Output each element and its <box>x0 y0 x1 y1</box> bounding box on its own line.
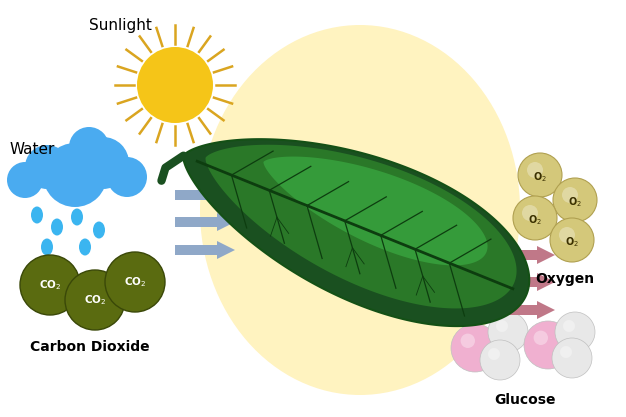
Circle shape <box>550 218 594 262</box>
Circle shape <box>25 145 69 189</box>
FancyArrow shape <box>490 301 555 319</box>
Circle shape <box>488 312 528 352</box>
Circle shape <box>77 137 129 189</box>
Circle shape <box>513 196 557 240</box>
FancyArrow shape <box>175 241 235 259</box>
Circle shape <box>524 321 572 369</box>
Circle shape <box>518 153 562 197</box>
Ellipse shape <box>79 239 91 256</box>
Text: Glucose: Glucose <box>495 393 556 407</box>
Ellipse shape <box>41 239 53 256</box>
Circle shape <box>461 334 475 348</box>
Text: CO$_2$: CO$_2$ <box>39 278 61 292</box>
Ellipse shape <box>51 219 63 236</box>
Text: CO$_2$: CO$_2$ <box>84 293 106 307</box>
FancyArrow shape <box>490 273 555 291</box>
Circle shape <box>451 324 499 372</box>
FancyArrow shape <box>175 213 235 231</box>
Ellipse shape <box>71 208 83 226</box>
Circle shape <box>560 346 572 358</box>
Text: CO$_2$: CO$_2$ <box>124 275 146 289</box>
Circle shape <box>43 143 107 207</box>
Text: O$_2$: O$_2$ <box>533 170 547 184</box>
Text: O$_2$: O$_2$ <box>528 213 542 227</box>
Text: Carbon Dioxide: Carbon Dioxide <box>30 340 150 354</box>
Circle shape <box>7 162 43 198</box>
Text: Sunlight: Sunlight <box>88 18 151 33</box>
Text: Oxygen: Oxygen <box>535 272 595 286</box>
Circle shape <box>107 157 147 197</box>
Circle shape <box>20 255 80 315</box>
Circle shape <box>488 348 500 360</box>
Circle shape <box>559 227 575 243</box>
Circle shape <box>527 162 543 178</box>
Polygon shape <box>183 139 529 326</box>
Circle shape <box>563 320 575 332</box>
Circle shape <box>555 312 595 352</box>
Circle shape <box>65 270 125 330</box>
Circle shape <box>553 178 597 222</box>
Circle shape <box>137 47 213 123</box>
Text: O$_2$: O$_2$ <box>565 235 579 249</box>
Circle shape <box>533 331 548 345</box>
FancyArrow shape <box>490 246 555 264</box>
Circle shape <box>522 205 538 221</box>
Ellipse shape <box>31 206 43 224</box>
Circle shape <box>496 320 508 332</box>
Circle shape <box>69 127 109 167</box>
Circle shape <box>562 187 578 203</box>
Circle shape <box>105 252 165 312</box>
Circle shape <box>552 338 592 378</box>
FancyArrow shape <box>175 186 235 204</box>
Text: Water: Water <box>10 142 55 157</box>
Text: O$_2$: O$_2$ <box>568 195 582 209</box>
Ellipse shape <box>200 25 520 395</box>
Ellipse shape <box>93 221 105 239</box>
Circle shape <box>480 340 520 380</box>
Polygon shape <box>264 156 488 265</box>
Polygon shape <box>205 145 516 309</box>
